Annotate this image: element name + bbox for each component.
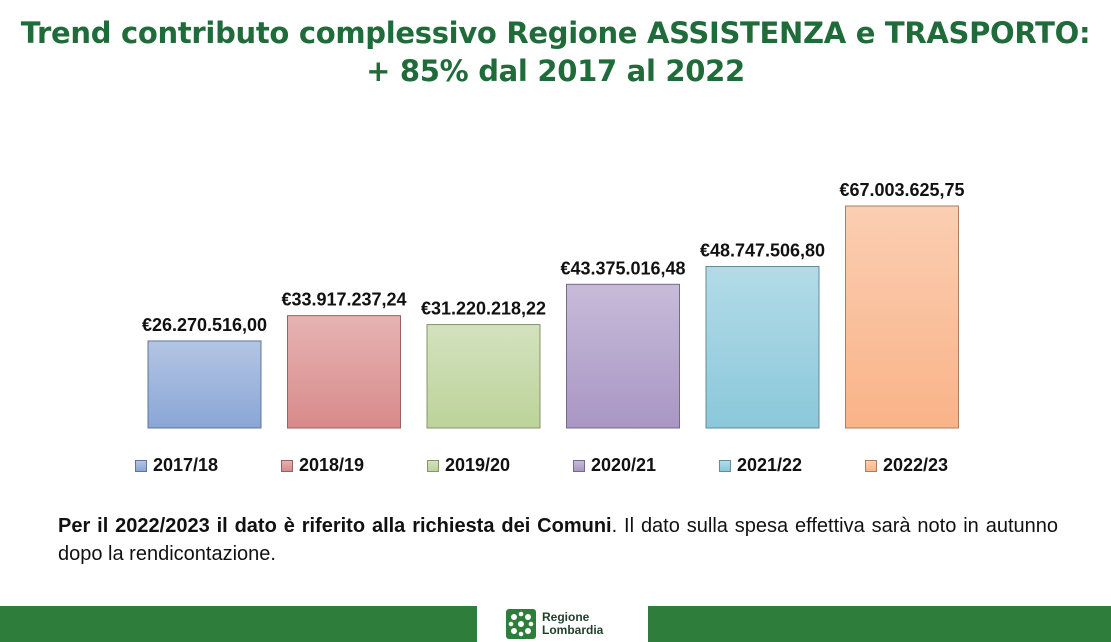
legend-item-2020-21: 2020/21 [573,455,656,476]
footnote-bold: Per il 2022/2023 il dato è riferito alla… [58,515,612,537]
legend-swatch [719,459,731,472]
footer-bar-left [0,606,477,642]
legend-label: 2022/23 [883,455,949,475]
bar-2018-19 [287,315,401,429]
legend-swatch [427,459,439,472]
footnote: Per il 2022/2023 il dato è riferito alla… [58,512,1058,568]
legend-label: 2019/20 [445,455,511,475]
data-label-2017-18: €26.270.516,00 [142,315,267,335]
data-label-2019-20: €31.220.218,22 [421,299,546,319]
bar-2020-21 [566,283,680,429]
legend-item-2017-18: 2017/18 [135,455,218,476]
logo-line-2: Lombardia [542,623,604,637]
bar-2017-18 [147,340,262,429]
legend-item-2021-22: 2021/22 [719,455,802,476]
footer-bar-right [648,606,1111,642]
legend-label: 2020/21 [591,455,657,475]
bar-chart: €26.270.516,00 €33.917.237,24 €31.220.218,… [142,180,965,429]
chart-legend: 2017/18 2018/19 2019/20 2020/21 2021/22 2022/… [135,455,975,479]
data-label-2020-21: €43.375.016,48 [560,258,685,278]
legend-swatch [135,459,147,472]
page-title: Trend contributo complessivo Regione ASS… [0,14,1111,90]
legend-swatch [281,459,293,472]
legend-item-2022-23: 2022/23 [865,455,948,476]
rosa-camuna-icon [506,609,536,639]
title-line-1: Trend contributo complessivo Regione ASS… [20,16,1091,50]
regione-lombardia-logo: Regione Lombardia [506,606,626,642]
data-label-2022-23: €67.003.625,75 [839,180,964,200]
bar-2022-23 [845,205,959,429]
legend-label: 2018/19 [299,455,365,475]
legend-swatch [573,459,585,472]
footnote-normal: . Il dato sulla spesa effettiva sarà not… [58,515,1058,565]
title-line-2: + 85% dal 2017 al 2022 [366,54,745,88]
legend-item-2019-20: 2019/20 [427,455,510,476]
legend-swatch [865,459,877,472]
bar-2021-22 [705,265,820,429]
logo-line-1: Regione [542,610,590,624]
legend-item-2018-19: 2018/19 [281,455,364,476]
bar-2019-20 [426,324,541,429]
legend-label: 2017/18 [153,455,219,475]
data-label-2018-19: €33.917.237,24 [281,290,406,310]
legend-label: 2021/22 [737,455,803,475]
data-label-2021-22: €48.747.506,80 [700,240,825,260]
